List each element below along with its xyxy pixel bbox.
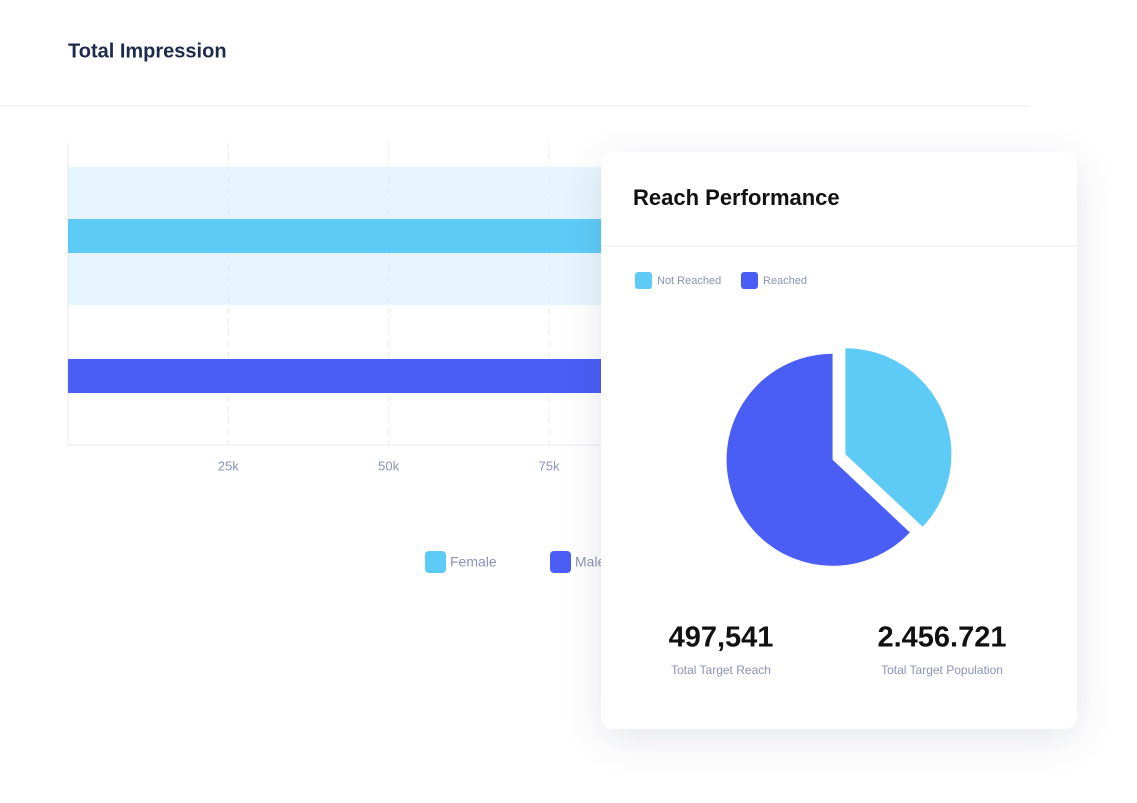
stat-label: Total Target Population [881, 663, 1003, 677]
x-tick-label: 25k [218, 458, 239, 473]
x-tick-label: 50k [378, 458, 399, 473]
card-title: Reach Performance [633, 185, 840, 210]
legend-label: Female [450, 554, 497, 570]
legend-label: Not Reached [657, 275, 721, 287]
stat-value: 2.456.721 [877, 622, 1006, 654]
x-tick-label: 75k [539, 458, 560, 473]
legend-swatch [635, 272, 652, 289]
legend-swatch [741, 272, 758, 289]
pie-slice [845, 348, 952, 527]
stat-value: 497,541 [669, 622, 774, 654]
reach-chart: Reach Performance Not Reached Reached 497,… [601, 185, 1077, 677]
reach-card: Reach Performance Not Reached Reached 497,… [601, 152, 1077, 729]
legend-label: Reached [763, 275, 807, 287]
legend-swatch [425, 551, 446, 573]
stat-label: Total Target Reach [671, 663, 771, 677]
pie-slice [726, 353, 910, 566]
legend-swatch [550, 551, 571, 573]
panel-title: Total Impression [68, 40, 227, 62]
legend-label: Male [575, 554, 606, 570]
